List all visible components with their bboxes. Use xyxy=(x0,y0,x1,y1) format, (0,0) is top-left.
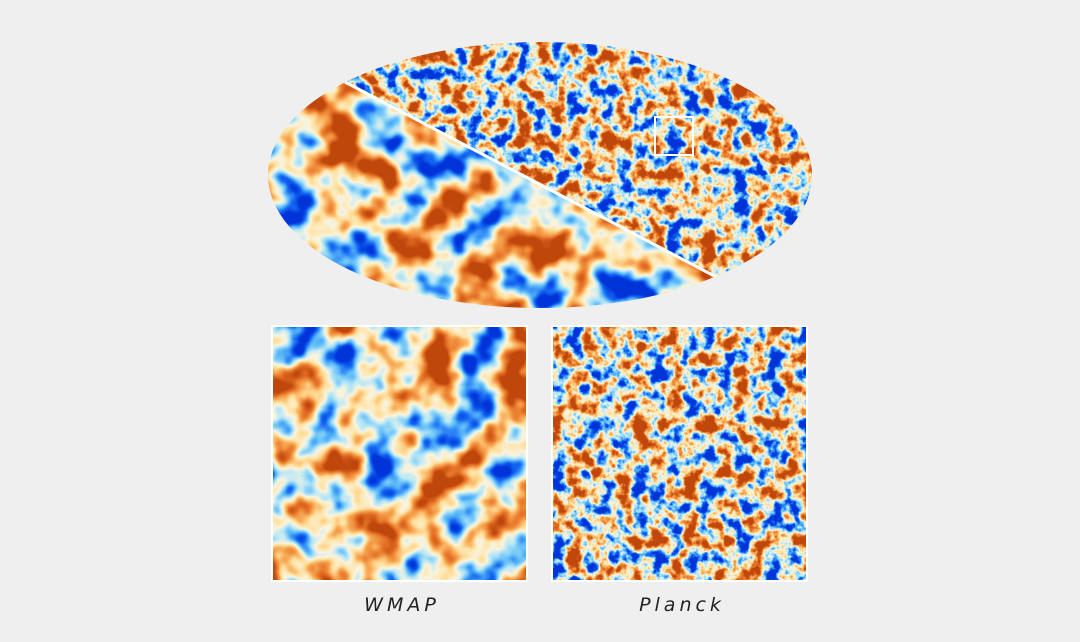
planck-zoom xyxy=(552,326,807,581)
wmap-zoom xyxy=(272,326,527,581)
divider xyxy=(344,80,761,302)
panel-border xyxy=(271,325,528,582)
zoom-box xyxy=(654,116,694,156)
panel-label: Planck xyxy=(639,594,725,616)
sky-map xyxy=(268,42,812,308)
panel-label: WMAP xyxy=(364,594,440,616)
panel-border xyxy=(551,325,808,582)
